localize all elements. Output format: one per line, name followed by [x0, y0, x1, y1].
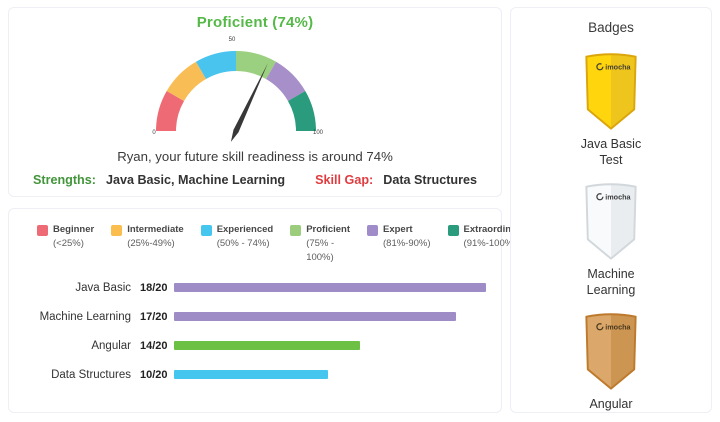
legend-swatch-beginner	[37, 225, 48, 236]
legend-label: Beginner	[53, 224, 95, 235]
bar-machine-learning	[174, 312, 456, 321]
legend-item-intermediate: Intermediate (25%-49%)	[111, 223, 184, 264]
legend-label: Proficient	[306, 224, 350, 235]
badge-label: Machine Learning	[586, 267, 636, 297]
legend-label: Intermediate	[127, 224, 184, 235]
bar-row-java-basic: Java Basic 18/20	[9, 273, 501, 302]
shield-badge-gold-icon: imocha	[585, 53, 637, 130]
skill-scores-card: Beginner (<25%) Intermediate (25%-49%) E…	[8, 208, 525, 413]
legend-range: (<25%)	[53, 237, 84, 249]
badges-title: Badges	[588, 20, 634, 35]
legend-label: Expert	[383, 224, 413, 235]
gauge-title: Proficient (74%)	[196, 14, 314, 31]
legend-item-extraordinary: Extraordinary (91%-100%)	[447, 223, 526, 264]
legend-swatch-expert	[367, 225, 378, 236]
shield-badge-bronze-icon: imocha	[585, 313, 637, 390]
badge-java-basic-test: imocha Java Basic Test	[569, 48, 653, 178]
bar-category-label: Data Structures	[51, 368, 131, 381]
bar-angular	[174, 341, 360, 350]
skill-scores-bar-chart: Java Basic 18/20 Machine Learning 17/20 …	[9, 273, 501, 389]
skill-gap-label: Skill Gap:	[315, 173, 374, 187]
gauge-tick-min: 0	[152, 130, 156, 136]
bar-score-label: 18/20	[140, 281, 168, 294]
readiness-summary-text: Ryan, your future skill readiness is aro…	[117, 149, 393, 164]
bar-data-structures	[174, 370, 328, 379]
readiness-gauge-chart: 0 50 100	[152, 37, 324, 142]
bar-score-label: 17/20	[140, 310, 168, 323]
legend-swatch-extraordinary	[447, 225, 459, 236]
legend-label: Extraordinary	[463, 224, 526, 235]
bar-score-label: 10/20	[140, 368, 168, 381]
gauge-segment-beginner	[156, 91, 185, 132]
bar-row-data-structures: Data Structures 10/20	[9, 360, 501, 389]
strengths-skillgap-row: Strengths: Java Basic, Machine Learning …	[9, 173, 501, 187]
gauge-segment-intermediate	[166, 61, 207, 102]
svg-text:imocha: imocha	[605, 63, 631, 72]
svg-text:imocha: imocha	[605, 193, 631, 202]
legend-label: Experienced	[216, 224, 274, 235]
badge-machine-learning: imocha Machine Learning	[569, 178, 653, 308]
legend-range: (81%-90%)	[383, 237, 431, 249]
imocha-logo-icon: imocha	[596, 63, 632, 72]
skill-gap-value: Data Structures	[383, 173, 478, 187]
bar-category-label: Angular	[91, 339, 131, 352]
bar-category-label: Machine Learning	[39, 310, 131, 323]
gauge-segment-proficient	[235, 51, 276, 80]
shield-badge-silver-icon: imocha	[585, 183, 637, 260]
gauge-segment-extraordinary	[287, 91, 316, 132]
skill-level-legend: Beginner (<25%) Intermediate (25%-49%) E…	[37, 223, 525, 264]
legend-item-expert: Expert (81%-90%)	[367, 223, 431, 264]
svg-text:imocha: imocha	[605, 323, 631, 332]
readiness-gauge-card: Proficient (74%) 0 50 100 Ryan, your fut…	[8, 7, 502, 197]
gauge-tick-max: 100	[313, 130, 324, 136]
bar-java-basic	[174, 283, 486, 292]
bar-row-angular: Angular 14/20	[9, 331, 501, 360]
legend-range: (25%-49%)	[127, 237, 175, 249]
gauge-segment-expert	[265, 61, 306, 102]
legend-swatch-experienced	[200, 225, 212, 236]
legend-item-experienced: Experienced (50% - 74%)	[200, 223, 274, 264]
badge-list: imocha Java Basic Test imocha	[511, 48, 711, 422]
legend-range: (75% - 100%)	[306, 237, 335, 263]
legend-item-beginner: Beginner (<25%)	[37, 223, 94, 264]
strengths-label: Strengths:	[32, 173, 96, 187]
legend-swatch-proficient	[290, 225, 302, 236]
badge-label: Angular	[589, 397, 633, 411]
gauge-tick-mid: 50	[229, 37, 236, 43]
badge-angular: imocha Angular	[569, 308, 653, 422]
bar-row-machine-learning: Machine Learning 17/20	[9, 302, 501, 331]
imocha-logo-icon: imocha	[596, 193, 632, 202]
bar-category-label: Java Basic	[75, 281, 131, 294]
legend-range: (91%-100%)	[463, 237, 517, 249]
bar-score-label: 14/20	[140, 339, 168, 352]
badges-card: Badges imocha Java Basic Test	[510, 7, 712, 413]
gauge-segment-experienced	[196, 51, 237, 80]
gauge-needle	[230, 63, 268, 142]
legend-range: (50% - 74%)	[216, 237, 270, 249]
legend-swatch-intermediate	[111, 225, 123, 236]
badge-label: Java Basic Test	[580, 137, 642, 167]
strengths-value: Java Basic, Machine Learning	[105, 173, 286, 187]
legend-item-proficient: Proficient (75% - 100%)	[290, 223, 350, 264]
